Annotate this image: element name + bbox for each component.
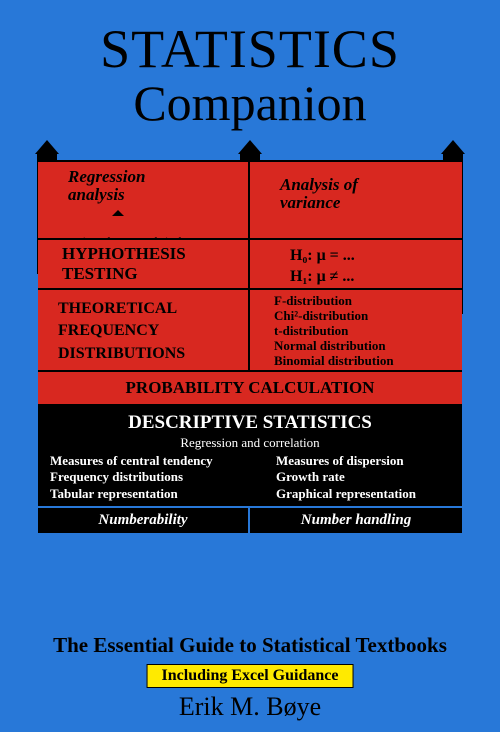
descriptive-stats-block: DESCRIPTIVE STATISTICS Regression and co…: [38, 406, 462, 506]
h0: H₀: μ = ...: [290, 247, 355, 264]
dist-normal: Normal distribution: [274, 338, 386, 353]
numberability: Numberability: [38, 508, 250, 533]
growth-rate: Growth rate: [276, 469, 345, 484]
row-regression-anova: Regression analysis simple multiple Anal…: [38, 160, 462, 240]
row-probability: PROBABILITY CALCULATION: [38, 372, 462, 406]
h1: H₁: μ ≠ ...: [290, 268, 354, 285]
row-hypothesis: HYPHOTHESIS TESTING H₀: μ = ... H₁: μ ≠ …: [38, 240, 462, 290]
regression-correlation: Regression and correlation: [48, 435, 452, 451]
cell-hypotheses: H₀: μ = ... H₁: μ ≠ ...: [250, 240, 462, 288]
number-handling: Number handling: [250, 508, 462, 533]
dist-t: t-distribution: [274, 323, 348, 338]
cell-hypothesis-testing: HYPHOTHESIS TESTING: [38, 240, 250, 288]
cell-anova: Analysis of variance: [250, 162, 462, 238]
anova-l1: Analysis of: [280, 175, 358, 194]
graphical-rep: Graphical representation: [276, 486, 416, 501]
tfd-l1: THEORETICAL: [58, 300, 177, 317]
title-line-1: STATISTICS: [0, 18, 500, 80]
central-tendency: Measures of central tendency: [50, 453, 213, 468]
regression-l1: Regression: [68, 167, 145, 186]
freq-dist: Frequency distributions: [50, 469, 183, 484]
dist-binomial: Binomial distribution: [274, 353, 394, 368]
number-foundation-row: Numberability Number handling: [38, 506, 462, 533]
desc-left-col: Measures of central tendency Frequency d…: [48, 453, 250, 502]
book-title: STATISTICS Companion: [0, 0, 500, 132]
tabular-rep: Tabular representation: [50, 486, 178, 501]
anova-l2: variance: [280, 193, 340, 212]
tfd-l3: DISTRIBUTIONS: [58, 345, 185, 362]
hyp-l2: TESTING: [62, 264, 138, 283]
tfd-l2: FREQUENCY: [58, 322, 159, 339]
hyp-l1: HYPHOTHESIS: [62, 244, 186, 263]
probability-calc: PROBABILITY CALCULATION: [38, 372, 462, 404]
topics-diagram: Time series analysis Chi-square tests St…: [38, 160, 462, 533]
descriptive-title: DESCRIPTIVE STATISTICS: [48, 412, 452, 434]
cell-regression: Regression analysis simple multiple: [38, 162, 250, 238]
cell-dist-list: F-distribution Chi²-distribution t-distr…: [250, 290, 462, 370]
cell-theoretical-dist: THEORETICAL FREQUENCY DISTRIBUTIONS: [38, 290, 250, 370]
subtitle: The Essential Guide to Statistical Textb…: [0, 633, 500, 658]
excel-badge: Including Excel Guidance: [147, 664, 354, 688]
dist-f: F-distribution: [274, 293, 352, 308]
title-line-2: Companion: [0, 74, 500, 132]
dispersion: Measures of dispersion: [276, 453, 404, 468]
dist-chi2: Chi²-distribution: [274, 308, 368, 323]
row-distributions: THEORETICAL FREQUENCY DISTRIBUTIONS F-di…: [38, 290, 462, 372]
desc-right-col: Measures of dispersion Growth rate Graph…: [250, 453, 452, 502]
regression-l2: analysis: [68, 185, 125, 204]
author-name: Erik M. Bøye: [0, 692, 500, 722]
